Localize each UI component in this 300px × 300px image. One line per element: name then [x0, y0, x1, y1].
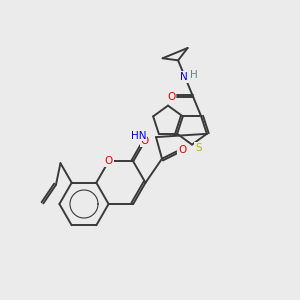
Text: N: N: [180, 72, 188, 82]
Text: O: O: [167, 92, 176, 102]
Text: O: O: [104, 156, 113, 167]
Text: S: S: [195, 143, 202, 153]
Text: HN: HN: [131, 130, 146, 141]
Text: O: O: [178, 145, 186, 155]
Text: O: O: [141, 136, 149, 146]
Text: H: H: [190, 70, 197, 80]
